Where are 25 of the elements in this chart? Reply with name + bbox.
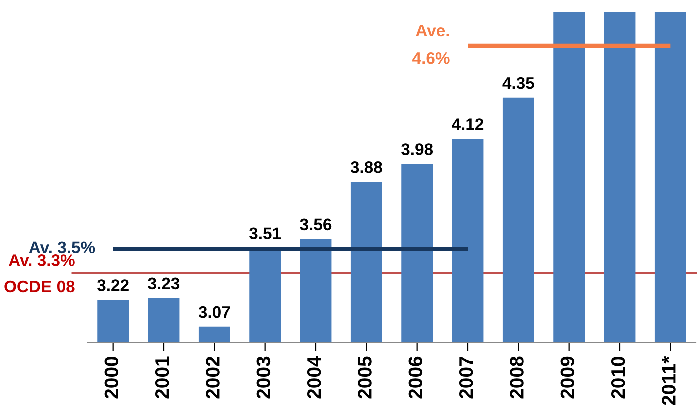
x-tick-label: 2005 bbox=[358, 356, 372, 399]
x-tick-label: 2004 bbox=[307, 356, 322, 399]
series-label: Ave. 4.6% bbox=[412, 25, 450, 64]
x-tick-label: 2011* bbox=[662, 356, 676, 406]
data-label: 3.56 bbox=[300, 218, 332, 231]
x-tick-label: 2001 bbox=[155, 356, 170, 399]
data-label: 3.07 bbox=[198, 306, 230, 318]
x-tick-label: 2010 bbox=[611, 356, 626, 399]
x-tick-label: 2003 bbox=[256, 356, 271, 399]
x-tick-label: 2008 bbox=[510, 356, 524, 399]
x-tick-label: 2007 bbox=[459, 357, 474, 399]
series-label: Av. 3.5% bbox=[29, 242, 96, 254]
x-tick-label: 2002 bbox=[206, 356, 220, 399]
data-label: 3.22 bbox=[98, 280, 129, 292]
data-label: 4.35 bbox=[502, 77, 534, 90]
x-tick-label: 2006 bbox=[408, 356, 423, 399]
text: OCDE 08 bbox=[4, 280, 75, 293]
x-tick-label: 2009 bbox=[560, 356, 575, 399]
data-label: 3.88 bbox=[350, 162, 382, 174]
ref-line-label: Av. 3.3% bbox=[9, 254, 75, 266]
data-label: 3.23 bbox=[148, 278, 180, 290]
data-label: 4.12 bbox=[452, 118, 484, 130]
data-label: 3.51 bbox=[250, 228, 282, 240]
data-label: 3.98 bbox=[402, 144, 434, 156]
x-tick-label: 2000 bbox=[104, 356, 119, 399]
